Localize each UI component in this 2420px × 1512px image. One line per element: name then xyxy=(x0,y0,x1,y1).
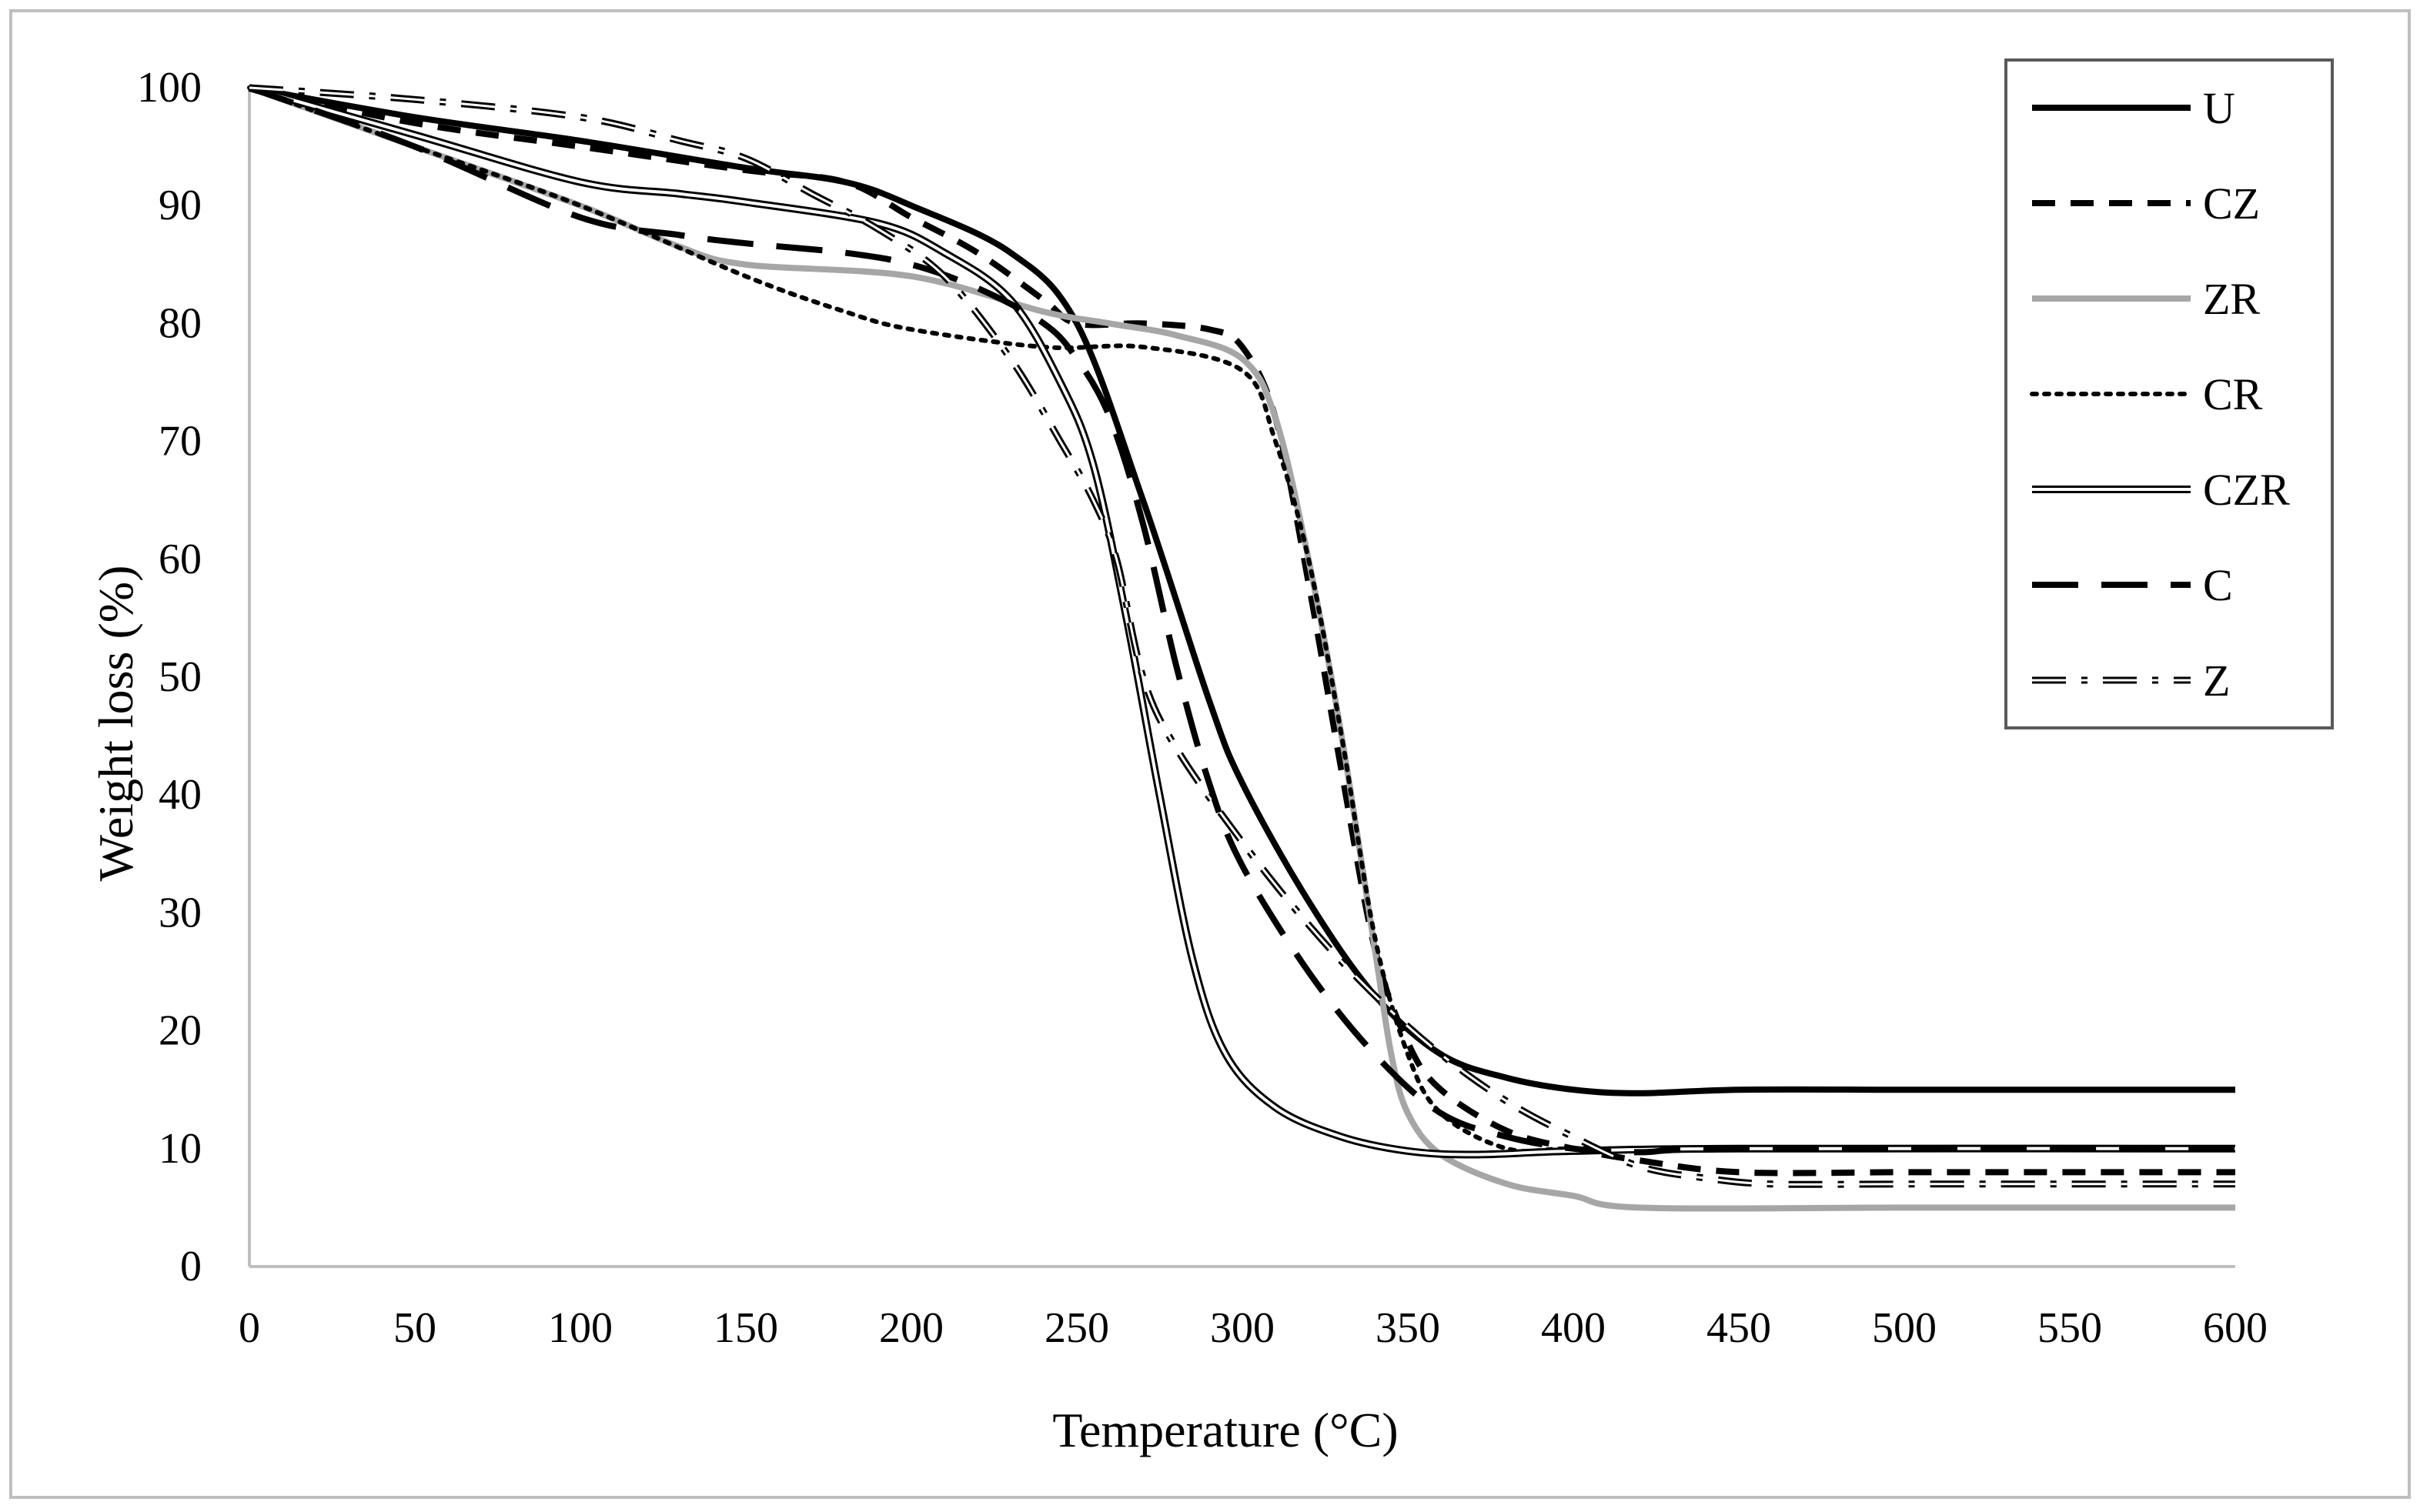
legend-label: CR xyxy=(2203,369,2263,419)
x-axis-title: Temperature (°C) xyxy=(1052,1403,1398,1457)
series-czr xyxy=(248,84,2236,1159)
y-tick-label: 50 xyxy=(159,653,202,701)
x-tick-label: 200 xyxy=(879,1304,944,1352)
x-tick-labels: 0 50 100 150 200 250 300 350 400 450 500 550 600 xyxy=(239,1304,2268,1352)
x-tick-label: 500 xyxy=(1872,1304,1937,1352)
series-line-czr xyxy=(249,86,2236,1157)
series-line-cz xyxy=(249,85,2235,1177)
x-tick-label: 0 xyxy=(239,1304,260,1352)
y-tick-label: 40 xyxy=(159,771,202,819)
legend: U CZ ZR CR CZR CZ xyxy=(2004,58,2334,729)
y-tick-label: 60 xyxy=(159,536,202,583)
y-tick-labels: 0 10 20 30 40 50 60 70 80 90 100 xyxy=(137,64,202,1290)
series-cr xyxy=(247,85,2238,1154)
series-line-cr xyxy=(247,85,2238,1154)
y-tick-label: 10 xyxy=(159,1125,202,1173)
x-tick-label: 350 xyxy=(1375,1304,1440,1352)
legend-label: CZ xyxy=(2203,179,2260,229)
y-axis-title: Weight loss (%) xyxy=(89,566,143,882)
legend-item-cz: CZ xyxy=(2032,179,2260,229)
series-line-zr xyxy=(248,85,2235,1212)
legend-item-zr: ZR xyxy=(2032,274,2260,324)
legend-label: CZR xyxy=(2203,465,2290,515)
y-tick-label: 90 xyxy=(159,182,202,229)
series-zr xyxy=(248,85,2235,1212)
legend-item-czr: CZR xyxy=(2032,465,2290,515)
legend-label: Z xyxy=(2203,656,2230,706)
x-tick-label: 100 xyxy=(548,1304,613,1352)
series-layer xyxy=(247,84,2238,1212)
y-tick-label: 70 xyxy=(159,418,202,466)
y-tick-label: 80 xyxy=(159,299,202,347)
x-tick-label: 450 xyxy=(1706,1304,1771,1352)
x-tick-label: 250 xyxy=(1045,1304,1109,1352)
series-z xyxy=(249,84,2235,1188)
series-line-z xyxy=(249,86,2235,1186)
x-tick-label: 150 xyxy=(714,1304,778,1352)
y-tick-label: 30 xyxy=(159,889,202,936)
legend-label: C xyxy=(2203,560,2233,610)
x-tick-label: 300 xyxy=(1210,1304,1275,1352)
legend-label: U xyxy=(2203,83,2235,133)
legend-item-cr: CR xyxy=(2030,369,2263,419)
y-tick-label: 100 xyxy=(137,64,202,112)
series-cz xyxy=(249,85,2235,1177)
x-tick-label: 550 xyxy=(2037,1304,2102,1352)
legend-item-u: U xyxy=(2032,83,2235,133)
legend-item-c: C xyxy=(2032,560,2233,610)
x-tick-label: 50 xyxy=(393,1304,436,1352)
x-tick-label: 400 xyxy=(1541,1304,1606,1352)
y-tick-label: 20 xyxy=(159,1007,202,1055)
y-tick-label: 0 xyxy=(180,1243,202,1290)
x-tick-label: 600 xyxy=(2203,1304,2268,1352)
legend-label: ZR xyxy=(2203,274,2260,324)
legend-item-z: Z xyxy=(2032,656,2230,706)
